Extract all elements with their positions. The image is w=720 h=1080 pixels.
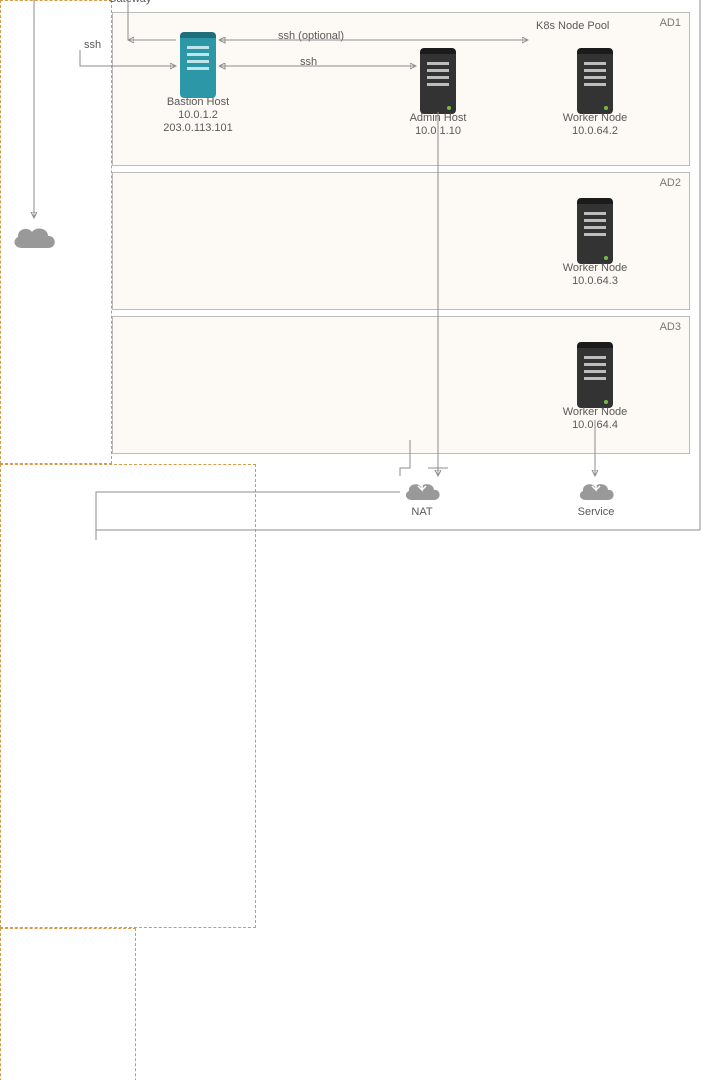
ssh-label2: ssh xyxy=(300,56,317,68)
worker1-server-icon xyxy=(577,48,613,108)
worker2-server-icon xyxy=(577,198,613,258)
worker2-ip1: 10.0.64.3 xyxy=(572,275,618,287)
admin-ip1: 10.0.1.10 xyxy=(415,125,461,137)
worker2-name: Worker Node xyxy=(563,262,628,274)
bastion-server-icon xyxy=(180,32,216,92)
k8s-pool-label: K8s Node Pool xyxy=(536,20,609,32)
service-label: Service xyxy=(578,506,615,518)
cloud-internet-icon xyxy=(8,220,60,261)
gateway-label: Gateway xyxy=(108,0,151,5)
worker1-ip1: 10.0.64.2 xyxy=(572,125,618,137)
worker1-name: Worker Node xyxy=(563,112,628,124)
admin-server-icon xyxy=(420,48,456,108)
nat-label: NAT xyxy=(411,506,432,518)
admin-name: Admin Host xyxy=(410,112,467,124)
ssh-opt-label: ssh (optional) xyxy=(278,30,344,42)
dashed-col-admin xyxy=(0,464,256,928)
worker3-server-icon xyxy=(577,342,613,402)
ad3-label: AD3 xyxy=(660,321,681,333)
worker3-ip1: 10.0.64.4 xyxy=(572,419,618,431)
bastion-name: Bastion Host xyxy=(167,96,229,108)
ad1-label: AD1 xyxy=(660,17,681,29)
worker3-name: Worker Node xyxy=(563,406,628,418)
ad2-label: AD2 xyxy=(660,177,681,189)
bastion-ip1: 10.0.1.2 xyxy=(178,109,218,121)
ssh-label: ssh xyxy=(84,39,101,51)
bastion-ip2: 203.0.113.101 xyxy=(163,122,233,134)
dashed-col-k8s xyxy=(0,928,136,1080)
